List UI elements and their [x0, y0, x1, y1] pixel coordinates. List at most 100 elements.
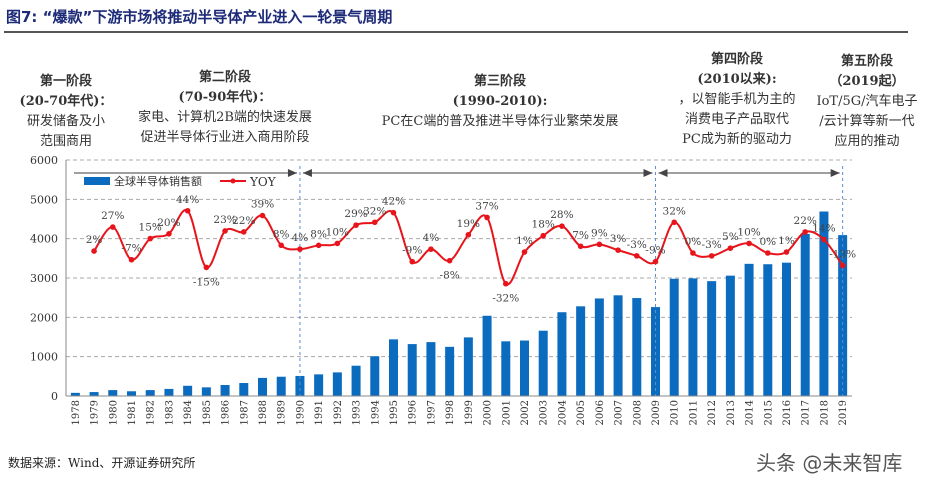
phase-2-name: 第二阶段 — [198, 70, 251, 85]
yoy-point — [821, 236, 827, 243]
bar — [576, 306, 586, 396]
phase-4-name: 第四阶段 — [710, 52, 763, 67]
phase-4-desc: ，以智能手机为主的 — [678, 92, 796, 107]
yoy-point — [446, 257, 453, 264]
yoy-data-label: 20% — [157, 217, 180, 229]
bar — [351, 365, 361, 396]
x-tick-label: 1990 — [295, 400, 306, 425]
bar — [632, 298, 642, 396]
yoy-data-label: 10% — [737, 226, 760, 238]
yoy-data-label: -15% — [193, 276, 220, 288]
yoy-data-label: 29% — [344, 208, 367, 220]
yoy-data-label: 8% — [273, 228, 290, 240]
phase-2-period: (70-90年代)： — [178, 90, 272, 105]
x-tick-label: 2013 — [726, 400, 737, 425]
x-tick-label: 2008 — [632, 400, 643, 425]
yoy-data-label: 1% — [516, 235, 533, 247]
yoy-data-label: 2% — [86, 234, 103, 246]
x-tick-label: 2014 — [745, 400, 756, 425]
arrow-head-icon — [830, 169, 840, 177]
bar — [557, 312, 567, 396]
phase-4-period: (2010以来): — [697, 72, 777, 87]
x-tick-label: 1980 — [108, 400, 119, 425]
x-tick-label: 1994 — [370, 400, 381, 425]
yoy-data-label: 10% — [326, 226, 349, 238]
x-tick-label: 1984 — [183, 400, 194, 425]
x-tick-label: 1986 — [221, 400, 232, 425]
yoy-data-label: 32% — [663, 205, 686, 217]
yoy-point — [409, 258, 416, 265]
yoy-data-label: 27% — [101, 210, 124, 222]
yoy-data-label: 1% — [778, 235, 795, 247]
yoy-data-label: 4% — [423, 232, 440, 244]
bar — [819, 211, 829, 396]
yoy-data-label: 9% — [591, 227, 608, 239]
yoy-data-label: 22% — [232, 215, 255, 227]
x-tick-label: 1978 — [71, 400, 82, 425]
yoy-data-label: -3% — [627, 239, 647, 251]
yoy-point — [577, 243, 584, 250]
legend-bar-label: 全球半导体销售额 — [114, 174, 202, 188]
bar — [276, 376, 286, 396]
x-tick-label: 1991 — [314, 400, 325, 425]
y-tick-label: 4000 — [30, 233, 58, 246]
x-tick-label: 2018 — [819, 400, 830, 425]
bar — [538, 330, 548, 396]
x-tick-label: 2016 — [782, 400, 793, 425]
yoy-data-label: -8% — [440, 270, 460, 282]
bar — [127, 391, 136, 396]
yoy-point — [559, 223, 565, 229]
x-tick-label: 2000 — [483, 400, 494, 425]
x-tick-label: 1987 — [239, 400, 250, 425]
phase-4-desc: 消费电子产品取代 — [684, 112, 789, 127]
bar — [407, 344, 417, 396]
x-tick-label: 1998 — [445, 400, 456, 425]
yoy-point — [390, 209, 397, 216]
y-tick-label: 0 — [51, 390, 58, 403]
bar — [838, 235, 848, 396]
yoy-point — [783, 249, 790, 255]
x-tick-label: 2010 — [670, 400, 681, 425]
phase-3-period: (1990-2010): — [452, 94, 548, 109]
legend-line-marker — [230, 178, 236, 184]
y-tick-label: 6000 — [30, 154, 58, 167]
legend: 全球半导体销售额 YOY — [84, 174, 277, 189]
yoy-data-label: 39% — [251, 199, 274, 211]
arrow-head-icon — [658, 169, 668, 177]
bar — [725, 275, 735, 396]
x-tick-label: 1995 — [389, 400, 400, 425]
bar — [782, 262, 791, 396]
x-tick-label: 1988 — [258, 400, 269, 425]
bar — [669, 278, 679, 396]
bar — [220, 384, 230, 396]
phase-5-annotation: 第五阶段 （2019起） IoT/5G/汽车电子 /云计算等新一代 应用的推动 — [808, 52, 926, 152]
bar — [613, 295, 623, 396]
yoy-point — [671, 219, 678, 226]
yoy-point — [521, 249, 528, 255]
yoy-point — [465, 231, 472, 238]
yoy-data-label: 22% — [794, 215, 817, 227]
phase-1-period: (20-70年代)： — [19, 94, 113, 109]
yoy-data-label: 18% — [532, 219, 555, 231]
y-tick-label: 1000 — [30, 351, 58, 364]
yoy-point — [764, 250, 771, 256]
yoy-data-label: 42% — [382, 196, 405, 208]
bar — [445, 346, 455, 396]
yoy-point — [596, 241, 603, 248]
x-tick-label: 1996 — [408, 400, 419, 425]
yoy-point — [278, 242, 285, 249]
bar — [314, 374, 324, 396]
phase-5-name: 第五阶段 — [840, 54, 893, 69]
phase-1-desc: 研发储备及小 — [26, 114, 105, 129]
phase-1-desc: 范围商用 — [39, 134, 92, 149]
yoy-point — [315, 242, 322, 249]
x-tick-label: 1993 — [352, 400, 363, 425]
yoy-data-label: 4% — [292, 232, 309, 244]
yoy-point — [128, 256, 135, 263]
figure-title: 图7: “爆款”下游市场将推动半导体产业进入一轮景气周期 — [6, 8, 393, 26]
yoy-point — [502, 280, 509, 287]
yoy-point — [802, 229, 809, 235]
arrow-head-icon — [643, 169, 653, 177]
bar — [463, 337, 473, 396]
